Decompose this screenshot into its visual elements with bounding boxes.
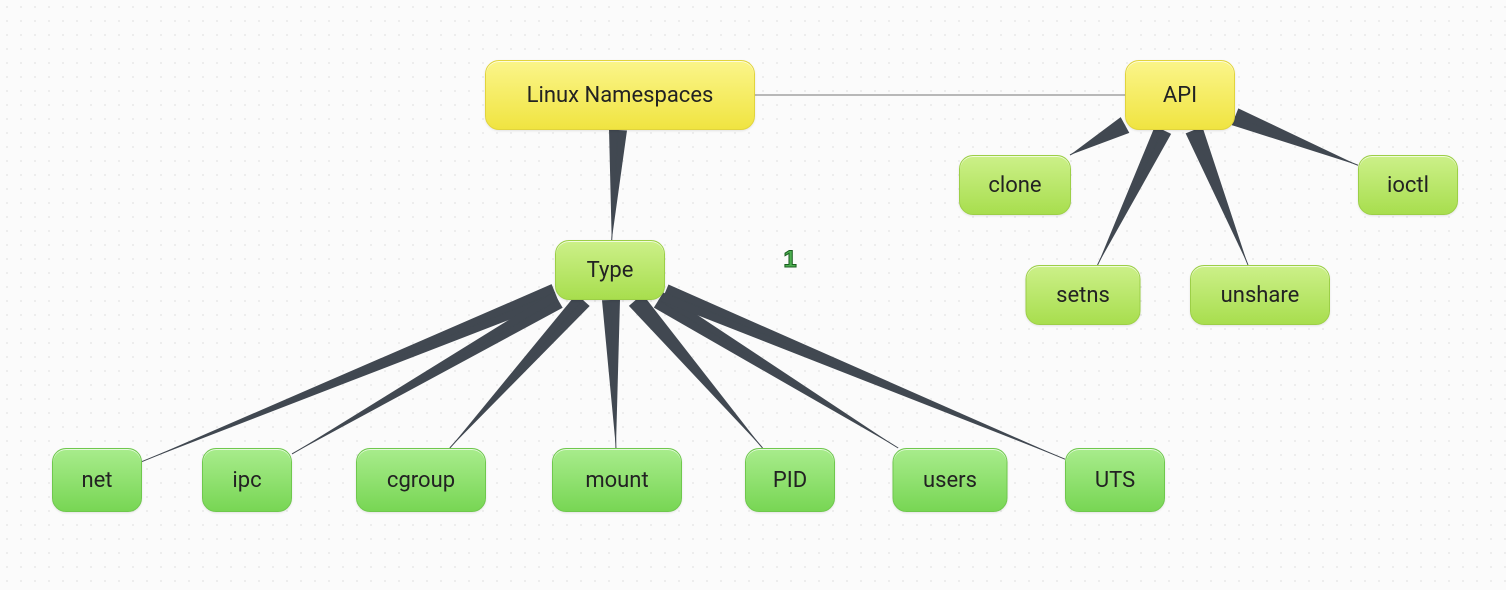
node-label: Type xyxy=(587,258,634,283)
node-label: clone xyxy=(988,173,1041,198)
node-type[interactable]: Type xyxy=(555,240,665,300)
node-label: UTS xyxy=(1095,468,1135,493)
node-setns[interactable]: setns xyxy=(1026,265,1141,325)
node-root[interactable]: Linux Namespaces xyxy=(485,60,755,130)
node-cgroup[interactable]: cgroup xyxy=(356,448,486,512)
annotation-badge: 1 xyxy=(783,246,796,274)
node-users[interactable]: users xyxy=(893,448,1008,512)
node-label: mount xyxy=(585,468,648,493)
node-ipc[interactable]: ipc xyxy=(202,448,292,512)
node-label: net xyxy=(81,468,112,493)
node-mount[interactable]: mount xyxy=(552,448,682,512)
node-label: unshare xyxy=(1221,283,1300,308)
node-net[interactable]: net xyxy=(52,448,142,512)
node-uts[interactable]: UTS xyxy=(1065,448,1165,512)
node-api[interactable]: API xyxy=(1125,60,1235,130)
node-label: ipc xyxy=(232,468,261,493)
node-label: Linux Namespaces xyxy=(527,83,714,108)
node-pid[interactable]: PID xyxy=(745,448,835,512)
node-label: PID xyxy=(773,468,807,493)
node-label: ioctl xyxy=(1387,173,1429,198)
node-label: setns xyxy=(1056,283,1110,308)
node-label: users xyxy=(923,468,977,493)
node-clone[interactable]: clone xyxy=(959,155,1071,215)
node-label: API xyxy=(1163,83,1197,108)
node-unshare[interactable]: unshare xyxy=(1190,265,1330,325)
node-ioctl[interactable]: ioctl xyxy=(1358,155,1458,215)
node-label: cgroup xyxy=(387,468,455,493)
diagram-canvas: Linux Namespaces API Type clone ioctl setns un… xyxy=(0,0,1506,590)
